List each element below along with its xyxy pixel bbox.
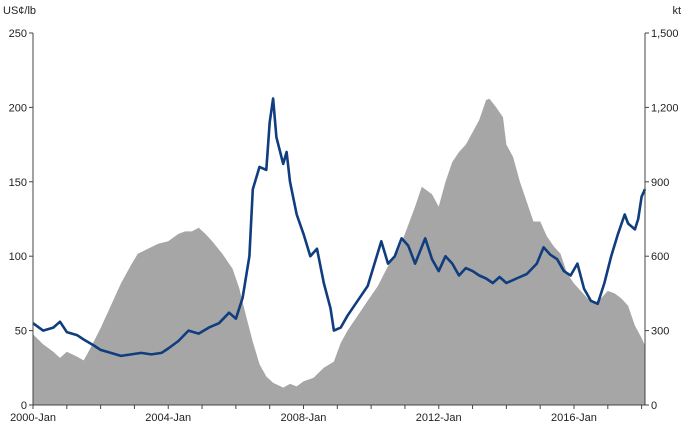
- x-axis-tick-label: 2000-Jan: [10, 412, 56, 424]
- right-axis-tick-label: 1,200: [651, 102, 679, 114]
- x-axis-tick-label: 2016-Jan: [551, 412, 597, 424]
- right-axis-tick-label: 300: [651, 326, 669, 338]
- left-axis-tick-label: 100: [9, 251, 27, 263]
- line-series-layer: [32, 97, 647, 358]
- left-axis-tick-label: 50: [15, 326, 27, 338]
- left-axis-tick-label: 200: [9, 102, 27, 114]
- left-axis-tick-label: 250: [9, 28, 27, 40]
- right-axis-tick-label: 0: [651, 400, 657, 412]
- area-series: [33, 98, 645, 405]
- x-axis-tick-label: 2008-Jan: [281, 412, 327, 424]
- right-axis-tick-label: 600: [651, 251, 669, 263]
- left-axis-tick-label: 150: [9, 177, 27, 189]
- left-axis-tick-label: 0: [21, 400, 27, 412]
- axes: 0 50 100 150 200 250 0 300 600 900 1,200 1,500 2000-…: [9, 28, 679, 424]
- right-axis-tick-label: 1,500: [651, 28, 679, 40]
- x-axis-tick-label: 2012-Jan: [416, 412, 462, 424]
- line-series: [32, 97, 647, 358]
- left-axis-unit: US¢/lb: [3, 5, 36, 17]
- right-axis-tick-label: 900: [651, 177, 669, 189]
- area-series-layer: [33, 98, 645, 405]
- right-axis-unit: kt: [672, 5, 681, 17]
- x-axis-tick-label: 2004-Jan: [145, 412, 191, 424]
